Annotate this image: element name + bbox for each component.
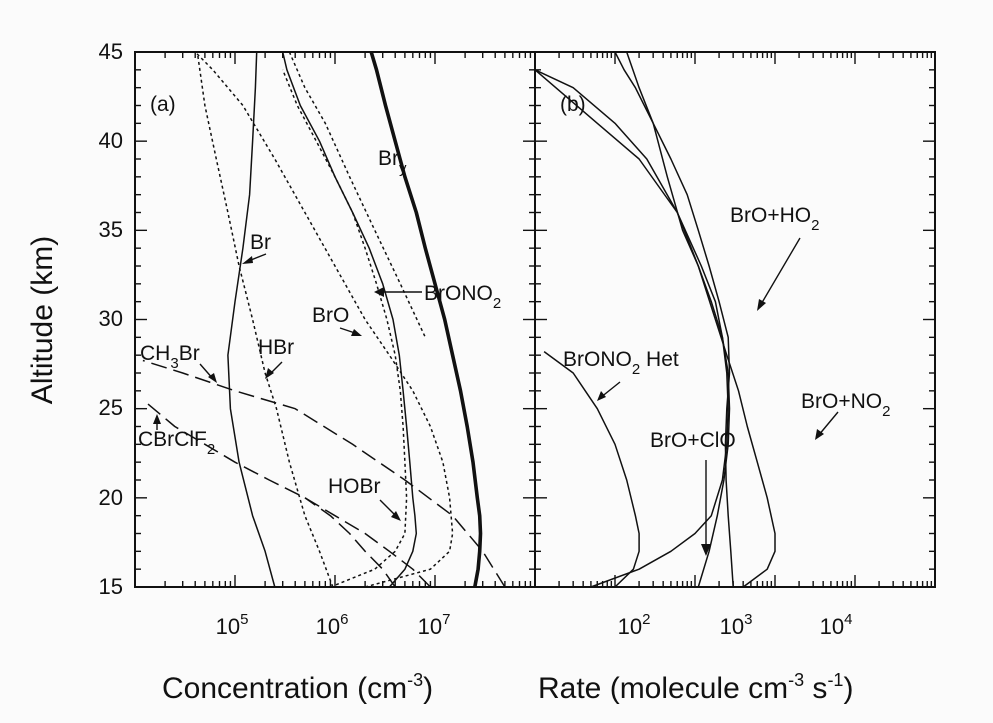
arrowhead-hobr — [391, 511, 401, 521]
series-bro-ho2-line — [614, 51, 734, 588]
series-brono2-het-line — [543, 350, 640, 588]
panel-a-annotations: Bry Br BrONO2 BrO HBr CH3Br CBrClF2 HOBr — [138, 147, 501, 498]
panel-b-annotations: BrO+HO2 BrONO2 Het BrO+NO2 BrO+ClO — [563, 204, 890, 452]
arrowhead-hbr — [265, 368, 274, 379]
series-cbrclf2-line — [142, 399, 431, 588]
arrowhead-bro-clo — [701, 544, 711, 556]
annotation-bro-no2: BrO+NO2 — [801, 390, 890, 420]
panel-b-x-tick-labels: 102 103 104 — [618, 611, 853, 639]
series-hbr-line — [196, 51, 334, 588]
arrowhead-brono2 — [374, 287, 384, 297]
series-brono2-line — [281, 51, 418, 588]
y-tick-label-25: 25 — [99, 395, 123, 420]
y-tick-label-15: 15 — [99, 574, 123, 599]
arrowhead-cbrclf2 — [153, 414, 161, 424]
x-tick-label-1e6: 106 — [316, 611, 349, 639]
y-tick-label-45: 45 — [99, 39, 123, 64]
series-unlabeled-0-9-line — [288, 51, 426, 338]
x-tick-label-1e5: 105 — [216, 611, 249, 639]
y-tick-label-30: 30 — [99, 306, 123, 331]
arrowhead-br — [242, 256, 253, 264]
series-bro-clo-line — [534, 69, 729, 588]
x-tick-label-1e7: 107 — [418, 611, 451, 639]
x-tick-label-1e2: 102 — [618, 611, 651, 639]
arrow-bro-ho2 — [759, 237, 801, 307]
annotation-bro-ho2: BrO+HO2 — [730, 204, 819, 234]
annotation-bry: Bry — [378, 147, 407, 177]
series-br-line — [227, 51, 276, 588]
arrow-bro-no2 — [817, 411, 839, 437]
series-unlabeled-1-4-line — [534, 69, 731, 588]
arrowhead-bro — [351, 329, 362, 336]
panel-a-x-tick-labels: 105 106 107 — [216, 611, 451, 639]
series-unlabeled-0-8-line — [304, 497, 396, 588]
annotation-hbr: HBr — [258, 336, 294, 359]
panel-b-label: (b) — [560, 93, 586, 116]
x-tick-label-1e4: 104 — [820, 611, 853, 639]
series-ch3br-line — [142, 359, 506, 588]
y-tick-labels: 15 20 25 30 35 40 45 — [99, 39, 123, 599]
series-bro-line — [282, 69, 408, 588]
arrowhead-brono2-het — [597, 391, 606, 401]
y-tick-label-35: 35 — [99, 217, 123, 242]
annotation-ch3br: CH3Br — [140, 342, 200, 372]
leader-arrows — [156, 237, 839, 550]
panel-a-label: (a) — [150, 93, 176, 116]
annotation-bro: BrO — [312, 304, 349, 327]
annotation-hobr: HOBr — [328, 475, 381, 498]
axes-layer — [134, 51, 936, 588]
annotation-brono2-het: BrONO2 Het — [563, 348, 679, 378]
arrowhead-bro-ho2 — [757, 299, 766, 311]
arrowhead-ch3br — [208, 373, 217, 383]
x-tick-label-1e3: 103 — [720, 611, 753, 639]
annotation-cbrclf2: CBrClF2 — [138, 428, 215, 458]
x-axis-title-rate: Rate (molecule cm-3 s-1) — [538, 670, 853, 705]
curves-layer — [142, 51, 776, 588]
annotation-brono2: BrONO2 — [424, 282, 501, 312]
arrowhead-bro-no2 — [815, 429, 824, 440]
annotation-bro-clo: BrO+ClO — [650, 429, 736, 452]
x-axis-title-concentration: Concentration (cm-3) — [162, 670, 433, 705]
y-tick-label-40: 40 — [99, 128, 123, 153]
y-tick-label-20: 20 — [99, 485, 123, 510]
series-bro-no2-line — [625, 51, 776, 588]
arrow-heads — [153, 256, 824, 556]
panel-b-frame — [534, 51, 936, 588]
series-bry-line — [369, 51, 483, 588]
annotation-br: Br — [250, 231, 271, 254]
series-hobr-line — [194, 51, 454, 588]
y-axis-title: Altitude (km) — [26, 236, 59, 404]
